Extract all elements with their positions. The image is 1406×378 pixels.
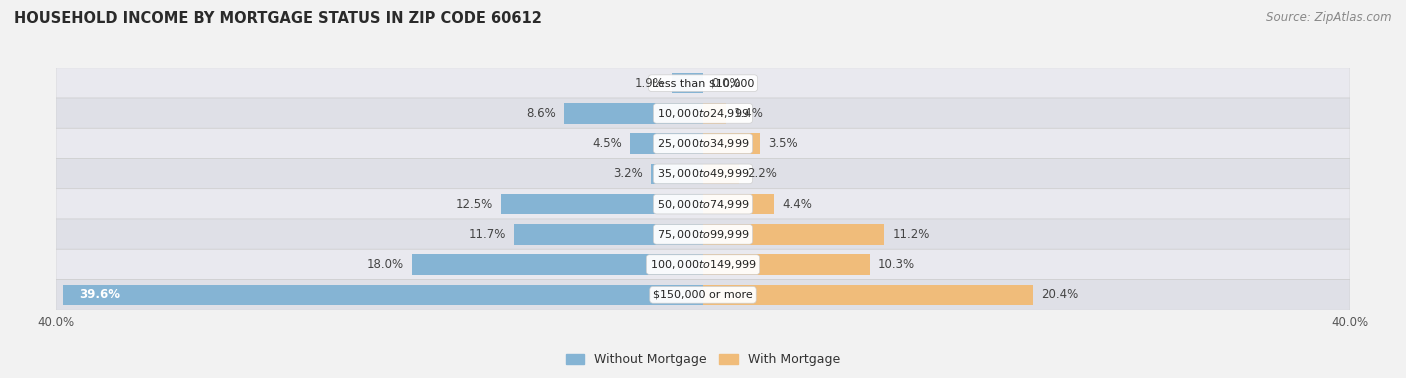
FancyBboxPatch shape — [56, 68, 1350, 99]
Bar — [564, 103, 703, 124]
Text: $150,000 or more: $150,000 or more — [654, 290, 752, 300]
Bar — [703, 285, 1033, 305]
Text: 4.4%: 4.4% — [782, 198, 813, 211]
Text: 11.7%: 11.7% — [468, 228, 506, 241]
Bar — [412, 254, 703, 275]
Text: HOUSEHOLD INCOME BY MORTGAGE STATUS IN ZIP CODE 60612: HOUSEHOLD INCOME BY MORTGAGE STATUS IN Z… — [14, 11, 541, 26]
Text: $75,000 to $99,999: $75,000 to $99,999 — [657, 228, 749, 241]
Bar — [672, 73, 703, 93]
FancyBboxPatch shape — [56, 279, 1350, 310]
Bar — [651, 164, 703, 184]
Text: $35,000 to $49,999: $35,000 to $49,999 — [657, 167, 749, 180]
Text: 18.0%: 18.0% — [367, 258, 404, 271]
Text: 10.3%: 10.3% — [877, 258, 915, 271]
FancyBboxPatch shape — [56, 128, 1350, 159]
Text: 39.6%: 39.6% — [79, 288, 120, 301]
Text: Source: ZipAtlas.com: Source: ZipAtlas.com — [1267, 11, 1392, 24]
Text: 2.2%: 2.2% — [747, 167, 776, 180]
Text: $25,000 to $34,999: $25,000 to $34,999 — [657, 137, 749, 150]
Text: $50,000 to $74,999: $50,000 to $74,999 — [657, 198, 749, 211]
Bar — [703, 164, 738, 184]
Text: $100,000 to $149,999: $100,000 to $149,999 — [650, 258, 756, 271]
Text: $10,000 to $24,999: $10,000 to $24,999 — [657, 107, 749, 120]
FancyBboxPatch shape — [56, 189, 1350, 220]
Bar — [703, 254, 869, 275]
Text: 20.4%: 20.4% — [1040, 288, 1078, 301]
Bar — [703, 133, 759, 154]
Text: Less than $10,000: Less than $10,000 — [652, 78, 754, 88]
Text: 1.4%: 1.4% — [734, 107, 763, 120]
Text: 1.9%: 1.9% — [634, 77, 664, 90]
Text: 3.2%: 3.2% — [613, 167, 643, 180]
Text: 0.0%: 0.0% — [711, 77, 741, 90]
Legend: Without Mortgage, With Mortgage: Without Mortgage, With Mortgage — [561, 349, 845, 372]
FancyBboxPatch shape — [56, 249, 1350, 280]
Text: 12.5%: 12.5% — [456, 198, 494, 211]
FancyBboxPatch shape — [56, 158, 1350, 189]
Bar — [501, 194, 703, 214]
Bar — [63, 285, 703, 305]
FancyBboxPatch shape — [56, 219, 1350, 250]
Text: 11.2%: 11.2% — [893, 228, 929, 241]
Bar — [703, 194, 775, 214]
FancyBboxPatch shape — [56, 98, 1350, 129]
Bar — [703, 224, 884, 245]
Bar — [703, 103, 725, 124]
Text: 3.5%: 3.5% — [768, 137, 797, 150]
Text: 8.6%: 8.6% — [526, 107, 555, 120]
Bar — [513, 224, 703, 245]
Bar — [630, 133, 703, 154]
Text: 4.5%: 4.5% — [592, 137, 621, 150]
